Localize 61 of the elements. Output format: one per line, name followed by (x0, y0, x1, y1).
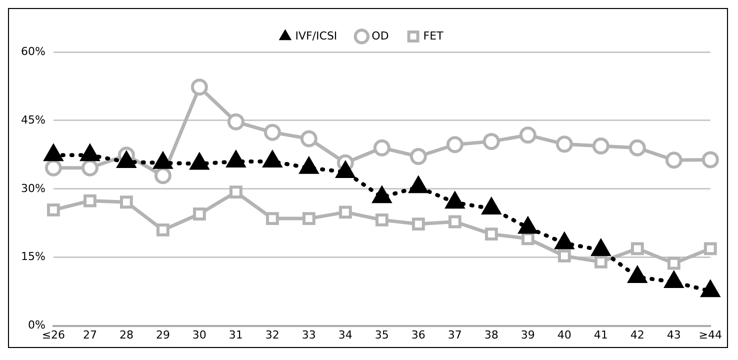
x-tick-label: ≥44 (698, 328, 722, 342)
point (120, 196, 133, 209)
x-tick-label: 29 (156, 328, 170, 342)
point (44, 159, 62, 176)
point (702, 151, 719, 168)
point (448, 215, 462, 228)
x-tick-label: 37 (448, 328, 462, 342)
x-tick-label: 38 (484, 328, 498, 342)
point (519, 126, 536, 144)
x-tick-label: 40 (557, 328, 572, 342)
point (227, 113, 244, 130)
x-tick-label: 34 (338, 328, 352, 342)
x-tick-label: 33 (302, 328, 316, 342)
point (190, 78, 208, 96)
point (375, 213, 388, 226)
y-tick-label: 30% (20, 182, 46, 195)
x-tick-label: 30 (192, 328, 206, 342)
point (446, 136, 464, 154)
point (556, 136, 573, 153)
point (47, 203, 60, 216)
point (81, 159, 98, 176)
point (704, 242, 717, 256)
x-tick-label: 42 (630, 328, 644, 342)
point (665, 152, 682, 169)
x-tick-label: 31 (228, 328, 243, 342)
x-tick-label: 39 (520, 328, 535, 342)
x-tick-label: 41 (594, 328, 608, 342)
point (482, 132, 500, 150)
point (156, 224, 170, 236)
point (521, 232, 534, 246)
point (630, 242, 644, 256)
y-tick-label: 15% (20, 250, 46, 264)
point (628, 139, 646, 156)
point (412, 218, 425, 230)
point (264, 124, 281, 141)
x-tick-label: 28 (119, 328, 134, 342)
point (266, 212, 279, 226)
point (192, 208, 206, 220)
y-tick-label: 45% (20, 113, 46, 126)
y-tick-label: 60% (20, 44, 46, 58)
point (592, 138, 610, 155)
legend-label: IVF/ICSI (295, 29, 338, 42)
point (154, 167, 172, 184)
point (373, 139, 390, 156)
point (484, 228, 498, 241)
point (83, 194, 96, 208)
point (594, 255, 608, 268)
point (229, 186, 242, 199)
x-tick-label: 27 (82, 328, 97, 342)
point (667, 256, 680, 270)
point (410, 148, 427, 165)
point (338, 206, 352, 219)
point (558, 250, 571, 262)
x-tick-label: 35 (374, 328, 389, 342)
point (302, 212, 316, 226)
point (300, 130, 318, 148)
x-tick-label: 32 (265, 328, 280, 342)
x-tick-label: 43 (666, 328, 681, 342)
legend-label: OD (372, 29, 389, 42)
legend-label: FET (423, 29, 444, 42)
x-tick-label: 36 (411, 328, 426, 342)
